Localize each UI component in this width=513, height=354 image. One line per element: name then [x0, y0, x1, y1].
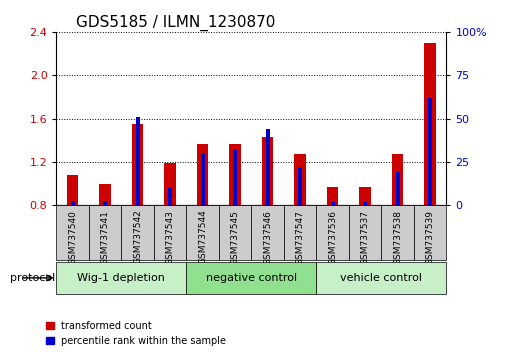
Bar	[154, 205, 186, 260]
Bar	[186, 262, 317, 294]
Bar	[219, 205, 251, 260]
Bar	[363, 202, 367, 205]
Bar	[122, 205, 154, 260]
Bar	[103, 201, 107, 205]
Bar	[251, 205, 284, 260]
Bar	[392, 154, 403, 205]
Bar	[229, 143, 241, 205]
Bar	[331, 202, 334, 205]
Legend: transformed count, percentile rank within the sample: transformed count, percentile rank withi…	[46, 321, 226, 346]
Bar	[266, 129, 269, 205]
Bar	[233, 150, 237, 205]
Bar	[284, 205, 317, 260]
Text: GSM737547: GSM737547	[295, 210, 305, 264]
Bar	[165, 163, 176, 205]
Text: Wig-1 depletion: Wig-1 depletion	[77, 273, 165, 283]
Bar	[132, 124, 143, 205]
Bar	[136, 117, 140, 205]
Bar	[317, 205, 349, 260]
Text: GSM737545: GSM737545	[231, 210, 240, 264]
Text: GSM737546: GSM737546	[263, 210, 272, 264]
Text: GSM737539: GSM737539	[426, 210, 435, 265]
Bar	[71, 201, 74, 205]
Bar	[262, 137, 273, 205]
Bar	[89, 205, 122, 260]
Text: GSM737544: GSM737544	[198, 210, 207, 264]
Bar	[327, 187, 338, 205]
Text: GSM737540: GSM737540	[68, 210, 77, 264]
Bar	[428, 98, 432, 205]
Text: protocol: protocol	[10, 273, 55, 283]
Bar	[294, 154, 306, 205]
Bar	[67, 175, 78, 205]
Bar	[186, 205, 219, 260]
Text: GSM737537: GSM737537	[361, 210, 369, 265]
Text: negative control: negative control	[206, 273, 297, 283]
Text: GSM737541: GSM737541	[101, 210, 110, 264]
Bar	[56, 205, 89, 260]
Bar	[414, 205, 446, 260]
Bar	[349, 205, 381, 260]
Text: GSM737543: GSM737543	[166, 210, 174, 264]
Bar	[197, 143, 208, 205]
Bar	[317, 262, 446, 294]
Bar	[360, 187, 371, 205]
Text: GDS5185 / ILMN_1230870: GDS5185 / ILMN_1230870	[76, 14, 275, 30]
Bar	[396, 172, 400, 205]
Bar	[168, 188, 172, 205]
Text: GSM737536: GSM737536	[328, 210, 337, 265]
Bar	[381, 205, 414, 260]
Bar	[298, 167, 302, 205]
Text: GSM737538: GSM737538	[393, 210, 402, 265]
Text: GSM737542: GSM737542	[133, 210, 142, 264]
Text: vehicle control: vehicle control	[340, 273, 422, 283]
Bar	[424, 43, 436, 205]
Bar	[100, 184, 111, 205]
Bar	[56, 262, 186, 294]
Bar	[201, 153, 205, 205]
